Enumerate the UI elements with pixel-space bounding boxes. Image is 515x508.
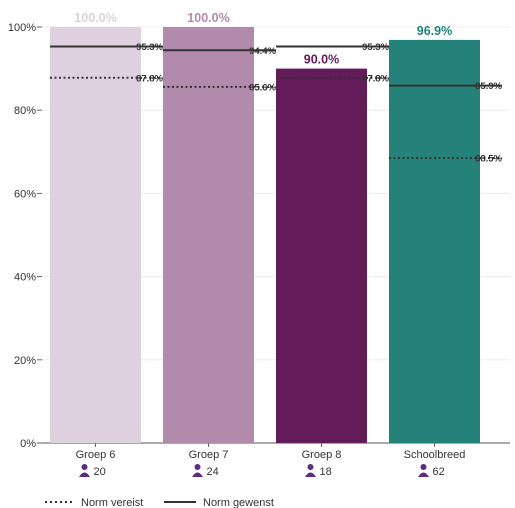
person-icon-head	[81, 464, 88, 470]
bars	[50, 27, 480, 444]
legend-label-norm-vereist: Norm vereist	[81, 497, 143, 508]
person-icon	[305, 464, 316, 477]
norm-vereist-label: 85.6%	[249, 82, 276, 93]
norm-lines: 87.8% 85.6% 87.8% 68.5% 95.3% 94.4% 95.3% 85.9%	[50, 42, 503, 165]
bar-value-label: 100.0%	[187, 11, 229, 25]
bar-4	[389, 39, 480, 444]
person-icon-head	[194, 464, 201, 470]
norm-vereist-label: 68.5%	[475, 154, 502, 165]
category-label: Groep 8	[302, 449, 342, 461]
norm-vereist-label: 87.8%	[136, 73, 163, 84]
bar-value-label: 90.0%	[304, 53, 339, 67]
count-label: 62	[433, 466, 445, 478]
legend-label-norm-gewenst: Norm gewenst	[203, 497, 274, 508]
bar-3	[276, 68, 367, 443]
bar-value-labels: 100.0% 100.0% 90.0% 96.9%	[74, 11, 452, 67]
person-icon-head	[307, 464, 314, 470]
person-icon-body	[418, 472, 429, 477]
y-tick-label: 100%	[8, 22, 36, 34]
x-axis: Groep 6 20 Groep 7 24 Groep 8 18 Schoolbreed 62	[76, 443, 466, 478]
bar-2	[163, 27, 254, 443]
norm-vereist-label: 87.8%	[362, 73, 389, 84]
category-label: Groep 6	[76, 449, 116, 461]
bar-1	[50, 27, 141, 443]
y-tick-label: 80%	[14, 105, 36, 117]
y-tick-label: 60%	[14, 188, 36, 200]
person-icon-body	[79, 472, 90, 477]
norm-gewenst-label: 94.4%	[249, 46, 276, 57]
category-label: Schoolbreed	[404, 449, 466, 461]
y-tick-label: 40%	[14, 272, 36, 284]
person-icon	[418, 464, 429, 477]
legend: Norm vereist Norm gewenst	[45, 497, 274, 508]
person-icon	[79, 464, 90, 477]
count-label: 24	[207, 466, 219, 478]
person-icon	[192, 464, 203, 477]
person-icon-head	[420, 464, 427, 470]
category-label: Groep 7	[189, 449, 229, 461]
norm-gewenst-label: 95.3%	[362, 42, 389, 53]
norm-gewenst-label: 95.3%	[136, 42, 163, 53]
bar-value-label: 96.9%	[417, 24, 452, 38]
y-tick-label: 20%	[14, 355, 36, 367]
person-icon-body	[192, 472, 203, 477]
norm-gewenst-label: 85.9%	[475, 81, 502, 92]
count-label: 18	[320, 466, 332, 478]
person-icon-body	[305, 472, 316, 477]
y-tick-label: 0%	[20, 438, 36, 450]
bar-value-label: 100.0%	[74, 11, 116, 25]
count-label: 20	[94, 466, 106, 478]
